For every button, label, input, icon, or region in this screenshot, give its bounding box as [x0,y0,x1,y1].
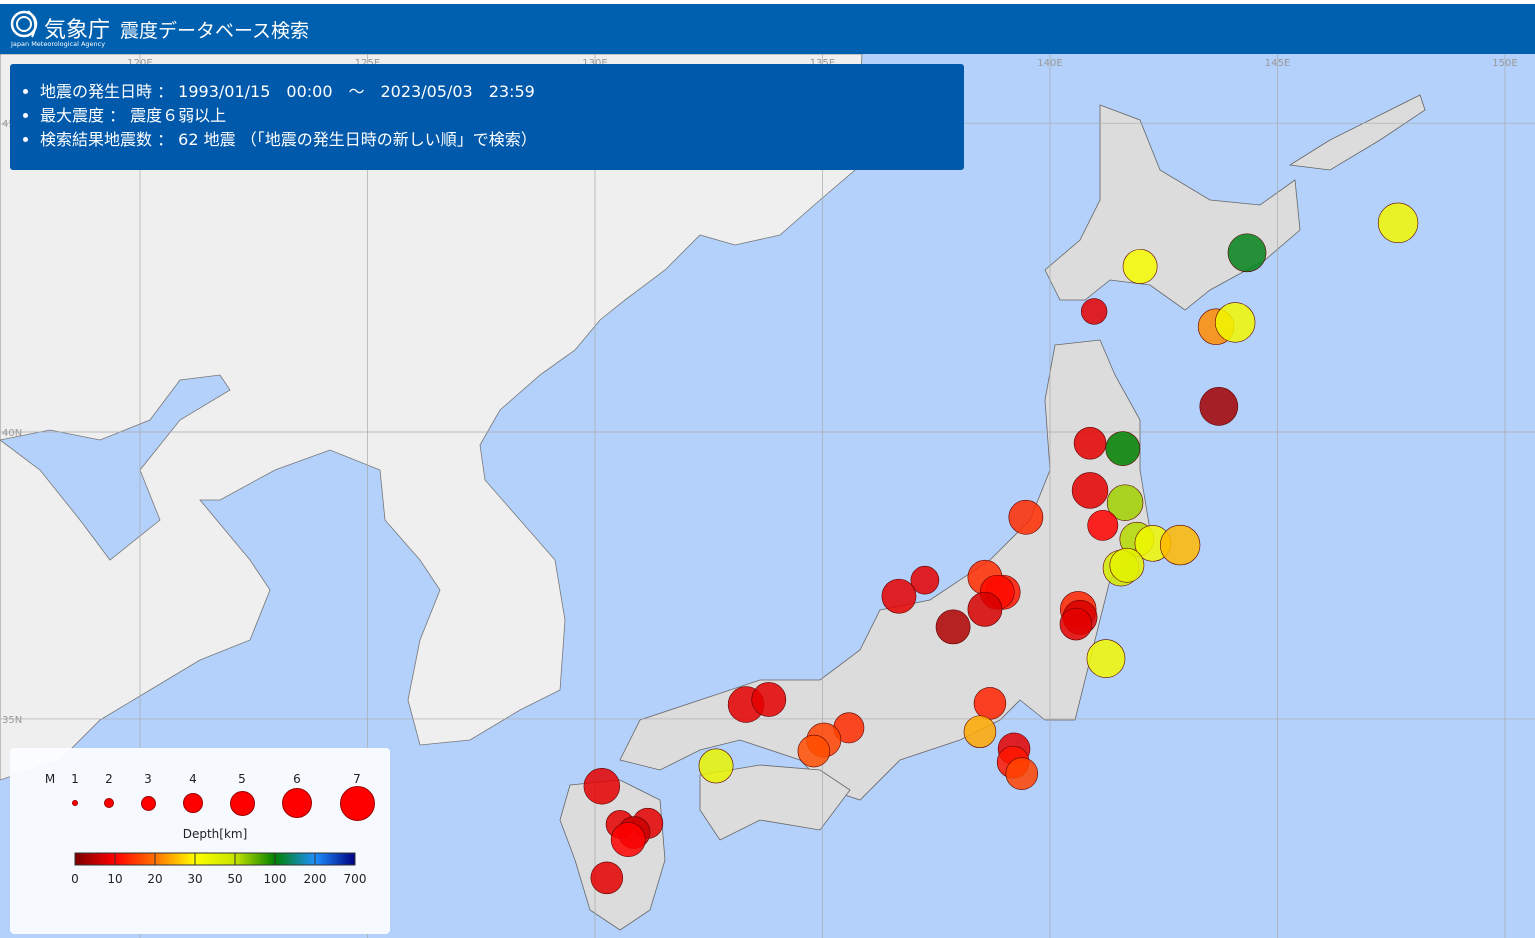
depth-tick-label: 200 [303,872,327,886]
depth-title: Depth[km] [182,827,248,841]
earthquake-marker[interactable] [1215,302,1256,343]
earthquake-marker[interactable] [1080,298,1108,325]
depth-gradient [74,852,356,866]
continent-land [0,54,863,781]
earthquake-marker[interactable] [1122,249,1158,284]
earthquake-marker[interactable] [1105,431,1141,466]
earthquake-marker[interactable] [963,715,997,748]
earthquake-marker[interactable] [1008,499,1044,535]
earthquake-marker[interactable] [1377,202,1419,244]
earthquake-marker[interactable] [590,861,624,895]
earthquake-marker[interactable] [967,591,1003,627]
depth-tick-label: 100 [263,872,287,886]
earthquake-marker[interactable] [1086,639,1126,678]
earthquake-marker[interactable] [583,768,621,805]
earthquake-marker[interactable] [751,682,787,717]
magnitude-label-2: 2 [105,772,113,786]
depth-tick-label: 50 [227,872,243,886]
bohai-sea [0,374,231,561]
magnitude-label-6: 6 [293,772,301,786]
magnitude-circle-7 [339,785,375,821]
longitude-label: 120E [127,58,152,69]
shikoku [699,764,851,841]
earthquake-marker[interactable] [1106,484,1144,521]
depth-tick-label: 30 [187,872,203,886]
magnitude-circle-6 [282,788,312,818]
map-legend: M 1 2 3 4 5 6 7 Depth[km] 0 10 20 30 50 100 200 700 [10,748,390,934]
depth-tick-label: 0 [71,872,79,886]
search-max-intensity: 最大震度 ： 震度６弱以上 [40,104,964,128]
search-summary-panel: 地震の発生日時 ： 1993/01/15 00:00 ～ 2023/05/03 … [10,64,964,170]
magnitude-circle-4 [183,793,203,813]
magnitude-label-1: 1 [71,772,79,786]
agency-name: 気象庁 [44,18,111,43]
earthquake-marker[interactable] [1059,607,1093,641]
earthquake-marker[interactable] [1227,233,1267,273]
longitude-label: 135E [810,58,835,69]
earthquake-marker[interactable] [610,822,646,857]
longitude-label: 145E [1265,58,1290,69]
longitude-label: 130E [582,58,607,69]
longitude-label: 125E [355,58,380,69]
depth-tick-label: 20 [147,872,163,886]
latitude-label: 35N [2,715,22,726]
magnitude-label: M [44,772,56,786]
depth-tick-label: 10 [107,872,123,886]
magnitude-label-7: 7 [353,772,361,786]
earthquake-marker[interactable] [1087,509,1119,541]
agency-name-en: Japan Meteorological Agency [11,40,106,48]
magnitude-circle-1 [72,800,78,806]
latitude-label: 40N [2,428,22,439]
longitude-label: 140E [1037,58,1062,69]
depth-tick-label: 700 [343,872,367,886]
earthquake-marker[interactable] [935,609,971,645]
magnitude-circle-3 [140,795,156,811]
earthquake-marker[interactable] [1071,472,1109,509]
app-title: 震度データベース検索 [120,20,310,42]
longitude-label: 150E [1492,58,1517,69]
app-header: 気象庁 Japan Meteorological Agency 震度データベース… [0,4,1535,54]
earthquake-marker[interactable] [881,578,917,614]
earthquake-marker[interactable] [1109,547,1145,583]
depth-colorbar [74,852,356,866]
earthquake-marker[interactable] [1073,427,1107,460]
magnitude-circle-5 [229,790,255,816]
jma-logo-icon [10,10,38,38]
magnitude-label-4: 4 [189,772,197,786]
earthquake-marker[interactable] [1005,757,1039,790]
earthquake-marker[interactable] [1159,524,1201,566]
magnitude-label-3: 3 [144,772,152,786]
magnitude-label-5: 5 [238,772,246,786]
earthquake-marker[interactable] [1199,387,1239,426]
kuril-islands [1288,94,1426,171]
earthquake-marker[interactable] [797,734,831,768]
magnitude-circle-2 [104,798,114,808]
search-period: 地震の発生日時 ： 1993/01/15 00:00 ～ 2023/05/03 … [40,80,964,104]
earthquake-marker[interactable] [910,565,940,595]
earthquake-markers [583,202,1419,895]
search-result-count: 検索結果地震数 ： 62 地震 （「地震の発生日時の新しい順」で検索） [40,128,964,152]
earthquake-marker[interactable] [973,687,1007,720]
earthquake-marker[interactable] [698,748,734,784]
